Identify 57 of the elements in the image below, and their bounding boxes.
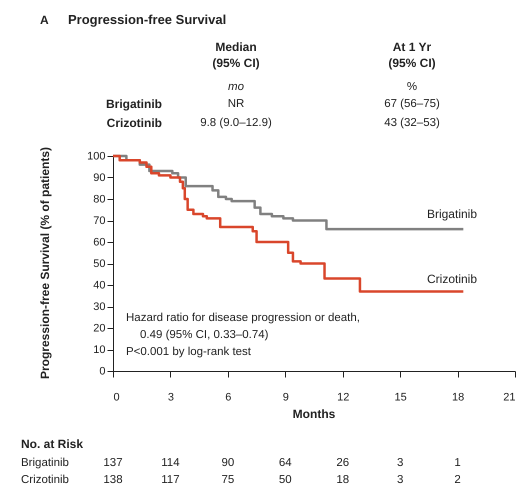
- text: NR: [228, 98, 244, 110]
- y-tick-label: 80: [93, 194, 106, 206]
- text: 2: [454, 474, 461, 486]
- text: Crizotinib: [106, 116, 162, 130]
- y-tick-label: 0: [99, 366, 106, 378]
- text: Brigatinib: [21, 457, 69, 469]
- x-tick-label: 18: [452, 392, 464, 404]
- text: 26: [336, 457, 350, 469]
- y-tick-label: 90: [93, 172, 106, 184]
- text: 43 (32–53): [384, 117, 440, 129]
- annotation: Hazard ratio for disease progression or death,: [126, 312, 360, 324]
- y-tick-label: 100: [87, 150, 106, 162]
- x-tick-label: 6: [225, 392, 232, 404]
- text: (95% CI): [212, 56, 260, 70]
- text: 9.8 (9.0–12.9): [200, 117, 272, 129]
- x-tick-label: 21: [503, 392, 516, 404]
- y-tick-label: 40: [93, 280, 106, 292]
- y-tick-label: 10: [93, 344, 106, 356]
- y-axis-title: Progression-free Survival (% of patients): [38, 146, 52, 380]
- text: Crizotinib: [21, 474, 69, 486]
- text: Median: [215, 40, 257, 54]
- x-tick-label: 0: [114, 392, 120, 404]
- chart-title: Progression-free Survival: [68, 12, 226, 27]
- text: mo: [228, 81, 245, 93]
- text: 137: [103, 457, 123, 469]
- text: %: [406, 81, 418, 93]
- text: 138: [103, 474, 123, 486]
- text: 90: [221, 457, 234, 469]
- text: 1: [454, 457, 461, 469]
- text: A: [40, 13, 49, 27]
- y-tick-label: 50: [93, 258, 106, 270]
- text: 114: [161, 457, 180, 469]
- text: 75: [221, 474, 234, 486]
- annotation: P<0.001 by log-rank test: [126, 346, 252, 358]
- text: 50: [278, 474, 292, 486]
- y-tick-label: 30: [93, 301, 106, 313]
- text: No. at Risk: [21, 437, 84, 451]
- text: Brigatinib: [106, 97, 162, 111]
- text: At 1 Yr: [392, 40, 432, 54]
- text: 3: [396, 457, 404, 469]
- x-tick-label: 9: [282, 392, 289, 404]
- series-label: Crizotinib: [426, 272, 478, 286]
- text: 67 (56–75): [384, 98, 440, 110]
- text: 117: [161, 474, 180, 486]
- text: 64: [278, 457, 292, 469]
- text: 3: [396, 474, 404, 486]
- x-tick-label: 15: [394, 392, 407, 404]
- annotation: 0.49 (95% CI, 0.33–0.74): [140, 329, 269, 341]
- series-label: Brigatinib: [426, 207, 478, 221]
- x-axis-title: Months: [292, 407, 336, 421]
- text: (95% CI): [388, 56, 436, 70]
- y-tick-label: 20: [93, 322, 106, 334]
- text: 18: [336, 474, 350, 486]
- x-tick-label: 3: [168, 392, 174, 404]
- x-tick-label: 12: [337, 392, 350, 404]
- y-tick-label: 70: [93, 215, 106, 227]
- y-tick-label: 60: [93, 236, 106, 248]
